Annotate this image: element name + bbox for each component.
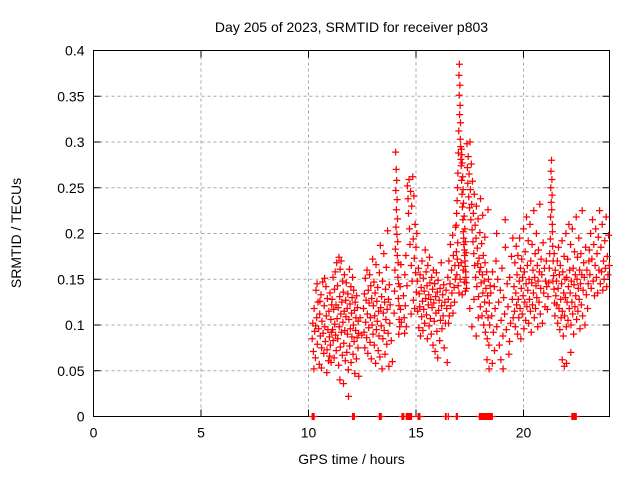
x-tick-label: 10 [301,425,317,441]
y-tick-label: 0.15 [57,271,84,287]
chart-title: Day 205 of 2023, SRMTID for receiver p80… [214,19,489,35]
x-tick-label: 5 [197,425,205,441]
data-points [308,60,613,420]
x-tick-label: 15 [408,425,424,441]
x-axis-label: GPS time / hours [298,451,405,467]
y-tick-label: 0 [77,409,85,425]
y-tick-label: 0.2 [65,226,85,242]
y-tick-label: 0.25 [57,180,84,196]
x-tick-label: 20 [516,425,532,441]
x-tick-label: 0 [90,425,98,441]
y-tick-label: 0.1 [65,317,85,333]
y-tick-label: 0.05 [57,363,84,379]
y-tick-label: 0.3 [65,134,85,150]
y-tick-label: 0.35 [57,88,84,104]
y-axis-label: SRMTID / TECUs [8,177,24,289]
y-tick-label: 0.4 [65,43,85,59]
